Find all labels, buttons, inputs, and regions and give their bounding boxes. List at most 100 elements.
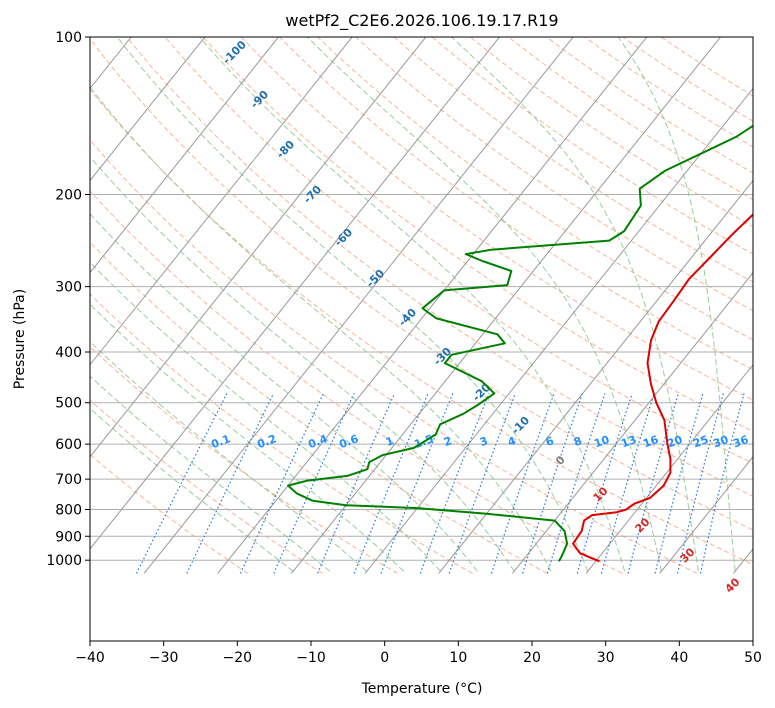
dry-adiabat-line — [622, 37, 753, 122]
isotherm-line — [511, 271, 753, 574]
mixing-ratio-label: 0.4 — [306, 432, 329, 451]
mixing-ratio-label: 0.1 — [209, 432, 232, 451]
moist-adiabat-line — [90, 86, 552, 572]
dry-adiabat-line — [90, 88, 753, 566]
isotherm-line — [143, 37, 574, 574]
x-tick-label: 30 — [597, 650, 615, 666]
mixing-ratio-label: 20 — [665, 433, 684, 451]
mixing-ratio-lines — [135, 393, 745, 574]
plot-frame — [89, 36, 754, 642]
mixing-ratio-label: 13 — [619, 433, 638, 450]
isotherm-line — [290, 37, 722, 574]
dry-adiabat-line — [545, 37, 753, 174]
mixing-ratio-line — [546, 393, 606, 574]
y-tick-label: 800 — [55, 502, 82, 518]
x-tick-label: −40 — [75, 650, 105, 666]
moist-adiabat-line — [90, 213, 478, 572]
x-axis-ticks: −40 −30 −20 −10 0 10 20 30 40 50 — [75, 641, 762, 666]
mixing-ratio-label: 16 — [641, 433, 660, 451]
y-tick-label: 200 — [55, 187, 82, 203]
mixing-ratio-label: 2 — [442, 434, 454, 449]
mixing-ratio-line — [699, 393, 745, 574]
dry-adiabat-line — [164, 37, 753, 465]
mixing-ratio-label: 30 — [711, 433, 730, 451]
y-tick-label: 900 — [55, 529, 82, 545]
mixing-ratio-label: 0.2 — [255, 432, 278, 451]
isotherm-line — [732, 548, 753, 574]
mixing-ratio-line — [186, 393, 275, 574]
x-tick-label: −20 — [223, 650, 253, 666]
isobar-grid — [90, 37, 753, 561]
dry-adiabat-line — [355, 37, 753, 312]
isotherm-label: -80 — [274, 138, 297, 161]
isotherm-line — [585, 363, 753, 574]
mixing-ratio-line — [490, 393, 555, 574]
moist-adiabat-line — [90, 303, 404, 572]
isotherm-line — [90, 37, 280, 274]
mixing-ratio-line — [600, 393, 655, 574]
mixing-ratio-line — [240, 393, 324, 574]
mixing-ratio-line — [677, 393, 724, 574]
y-tick-label: 700 — [55, 472, 82, 488]
moist-adiabat-line — [199, 37, 626, 572]
y-tick-label: 600 — [55, 437, 82, 453]
plot-area: -100-90-80-70-60-50-40-30-20-10010203040… — [0, 25, 753, 596]
mixing-ratio-line — [448, 393, 516, 574]
moist-adiabats — [90, 37, 736, 572]
mixing-ratio-line — [576, 393, 633, 574]
dry-adiabat-line — [90, 453, 249, 574]
mixing-ratio-label: 1 — [384, 434, 396, 449]
isotherms — [0, 25, 753, 574]
mixing-ratio-line — [522, 393, 583, 574]
mixing-ratio-label: 8 — [572, 434, 584, 449]
x-axis-label: Temperature (°C) — [361, 681, 483, 697]
mixing-ratio-line — [353, 393, 429, 574]
moist-adiabat-line — [90, 375, 331, 572]
isotherm-line — [90, 37, 206, 182]
dry-adiabat-line — [90, 345, 398, 574]
dry-adiabat-line — [90, 241, 548, 574]
dry-adiabat-line — [507, 37, 753, 200]
dry-adiabat-line — [126, 37, 753, 497]
isotherm-line — [364, 87, 753, 574]
isotherm-label: 40 — [723, 575, 743, 595]
y-tick-label: 1000 — [46, 553, 82, 569]
y-tick-label: 100 — [55, 30, 82, 46]
isotherm-label: 10 — [591, 484, 611, 504]
y-tick-label: 300 — [55, 280, 82, 296]
moist-adiabat-line — [90, 407, 294, 572]
mixing-ratio-line — [317, 393, 396, 574]
x-tick-label: 10 — [449, 650, 467, 666]
dewpoint-profile-line — [287, 124, 753, 562]
isotherm-label: -100 — [220, 38, 249, 67]
y-axis-label: Pressure (hPa) — [12, 289, 28, 389]
isotherm-line — [0, 25, 67, 573]
x-tick-label: 50 — [744, 650, 762, 666]
x-tick-label: −30 — [149, 650, 179, 666]
isotherm-line — [438, 179, 753, 574]
x-tick-label: 40 — [670, 650, 688, 666]
dry-adiabat-line — [90, 37, 753, 531]
isotherm-label: -90 — [248, 88, 271, 111]
isotherm-label: -60 — [332, 226, 355, 249]
moist-adiabat-line — [90, 156, 515, 572]
isotherm-line — [90, 37, 353, 366]
temperature-profile-line — [572, 213, 753, 563]
mixing-ratio-label: 10 — [592, 433, 611, 451]
isotherm-line — [659, 456, 753, 574]
mixing-ratio-label: 0.6 — [337, 432, 360, 451]
isotherm-label: -20 — [470, 381, 493, 404]
mixing-ratio-label: 3 — [478, 434, 490, 449]
mixing-ratio-label: 36 — [731, 433, 750, 451]
isotherm-line — [217, 37, 648, 574]
y-tick-label: 400 — [55, 345, 82, 361]
x-tick-label: 20 — [523, 650, 541, 666]
moist-adiabat-line — [307, 37, 662, 572]
dry-adiabat-line — [90, 293, 473, 574]
moist-adiabat-line — [617, 37, 736, 572]
sounding-series — [287, 124, 753, 563]
y-axis-ticks: 100 200 300 400 500 600 700 800 900 1000 — [46, 30, 90, 569]
mixing-ratio-label: 4 — [506, 434, 518, 449]
x-tick-label: 0 — [380, 650, 389, 666]
dry-adiabat-line — [90, 399, 323, 574]
